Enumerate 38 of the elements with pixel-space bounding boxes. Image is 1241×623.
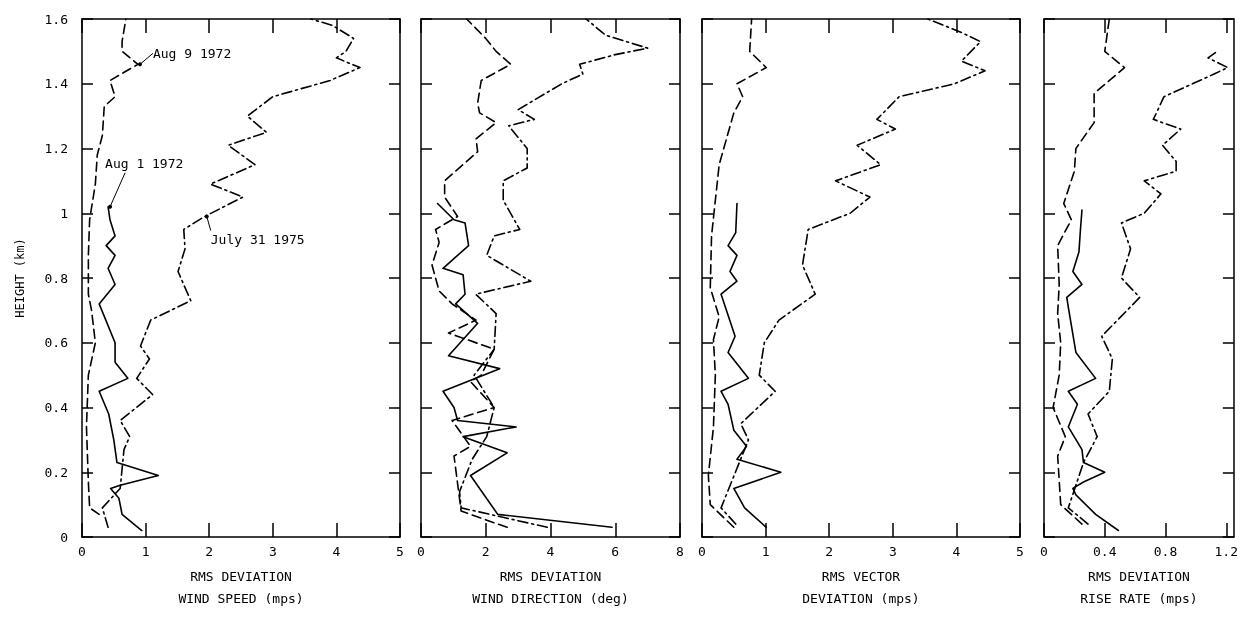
annotation: July 31 1975 [210,231,305,247]
y-tick-label: 0.8 [44,270,68,286]
x-tick-label: 1 [141,544,150,559]
x-tick-label: 2 [825,544,834,559]
x-tick-label: 5 [396,544,404,559]
y-tick-label: 0.6 [44,335,68,351]
annotation: Aug 1 1972 [105,156,184,172]
x-tick-label: 5 [1016,544,1024,559]
y-tick-label: 0.4 [44,400,69,415]
x-tick-label: 1.2 [1214,544,1238,559]
x-axis-title: RMS DEVIATION WIND DIRECTION (deg) [472,568,629,606]
x-tick-label: 8 [676,544,684,559]
x-tick-label: 3 [268,544,277,559]
x-tick-label: 4 [952,544,961,559]
x-tick-label: 2 [205,544,214,559]
y-tick-label: 0.2 [44,464,68,480]
x-tick-label: 6 [611,544,620,559]
y-tick-label: 0 [60,529,68,545]
x-tick-label: 0.4 [1093,544,1117,559]
x-axis-title: RMS VECTOR DEVIATION (mps) [802,568,920,606]
x-tick-label: 0 [417,544,425,559]
annotation: Aug 9 1972 [152,45,232,61]
x-tick-label: 1 [761,544,770,559]
x-axis-title: RMS DEVIATION WIND SPEED (mps) [178,568,304,606]
y-axis-title: HEIGHT (km) [13,238,27,318]
y-tick-label: 1.2 [44,141,68,156]
y-tick-label: 1 [60,205,68,221]
y-tick-label: 1.4 [44,76,69,92]
y-tick-label: 1.6 [44,11,68,27]
x-tick-label: 0.8 [1153,544,1178,559]
x-tick-label: 3 [888,544,897,559]
x-tick-label: 2 [481,544,490,559]
x-tick-label: 0 [1040,544,1048,559]
x-tick-label: 0 [698,544,706,559]
x-tick-label: 4 [546,544,555,559]
x-axis-title: RMS DEVIATION RISE RATE (mps) [1080,568,1198,606]
x-tick-label: 4 [332,544,341,559]
x-tick-label: 0 [78,544,86,559]
